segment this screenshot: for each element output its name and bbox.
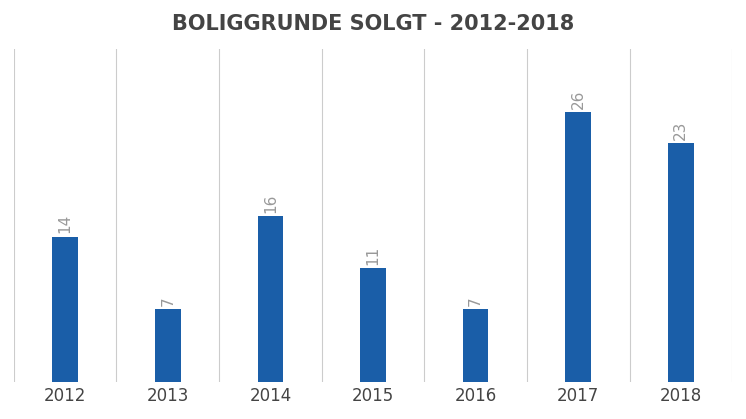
Bar: [52, 237, 78, 382]
Text: 26: 26: [571, 89, 586, 109]
Text: 7: 7: [160, 297, 175, 306]
Text: 11: 11: [366, 246, 380, 265]
Text: 7: 7: [468, 297, 483, 306]
Title: BOLIGGRUNDE SOLGT - 2012-2018: BOLIGGRUNDE SOLGT - 2012-2018: [172, 14, 574, 34]
Text: 16: 16: [263, 193, 278, 213]
Text: 14: 14: [57, 214, 72, 233]
Bar: [360, 268, 386, 382]
Text: 23: 23: [674, 121, 689, 140]
Bar: [463, 309, 489, 382]
Bar: [668, 143, 694, 382]
Bar: [257, 216, 283, 382]
Bar: [565, 112, 591, 382]
Bar: [155, 309, 181, 382]
